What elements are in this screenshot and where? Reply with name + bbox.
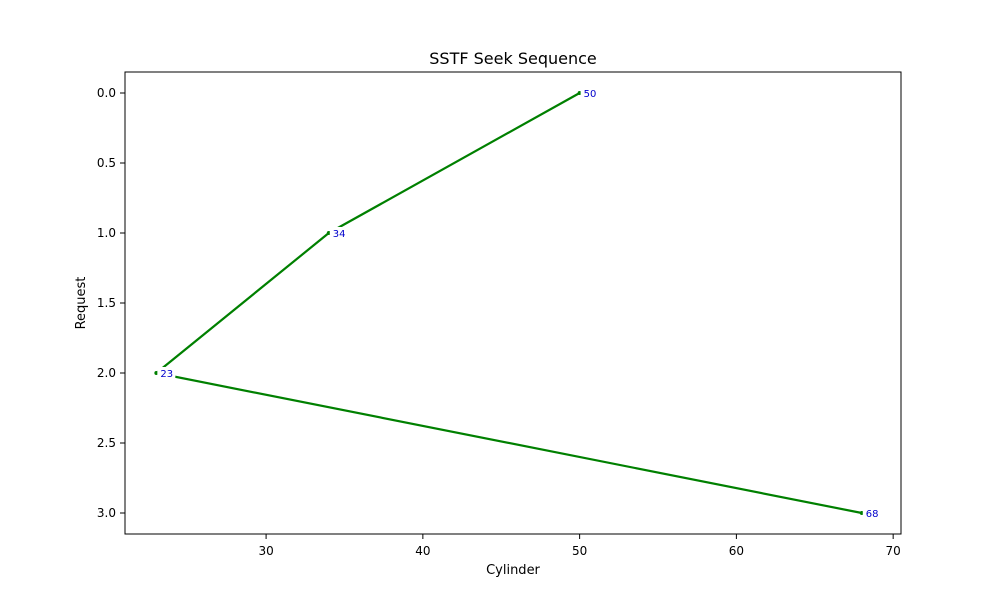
point-label-background <box>329 227 348 239</box>
y-tick-label: 0.5 <box>97 156 116 170</box>
x-tick-label: 40 <box>415 544 430 558</box>
plot-area <box>124 71 902 535</box>
point-label-background <box>580 87 599 99</box>
x-tick-label: 30 <box>258 544 273 558</box>
point-label: 34 <box>333 229 346 240</box>
point-label: 68 <box>866 509 879 520</box>
point-label-background <box>862 507 881 519</box>
point-label-background <box>157 367 176 379</box>
x-tick-label: 50 <box>572 544 587 558</box>
point-label: 23 <box>160 369 173 380</box>
seek-path-line <box>155 92 863 515</box>
y-axis-ticks: 0.0 0.5 1.0 1.5 2.0 2.5 3.0 <box>97 86 125 520</box>
x-tick-label: 60 <box>729 544 744 558</box>
x-axis-ticks: 30 40 50 60 70 <box>258 534 901 558</box>
y-tick-label: 1.0 <box>97 226 116 240</box>
x-axis-label: Cylinder <box>486 563 540 578</box>
chart-title: SSTF Seek Sequence <box>429 49 597 68</box>
x-tick-label: 70 <box>886 544 901 558</box>
y-tick-label: 2.5 <box>97 436 116 450</box>
y-tick-label: 2.0 <box>97 366 116 380</box>
y-tick-label: 0.0 <box>97 86 116 100</box>
y-axis-label: Request <box>74 277 89 330</box>
y-tick-label: 1.5 <box>97 296 116 310</box>
point-label: 50 <box>584 89 597 100</box>
y-tick-label: 3.0 <box>97 506 116 520</box>
series-layer: 50 34 23 68 <box>154 87 881 520</box>
